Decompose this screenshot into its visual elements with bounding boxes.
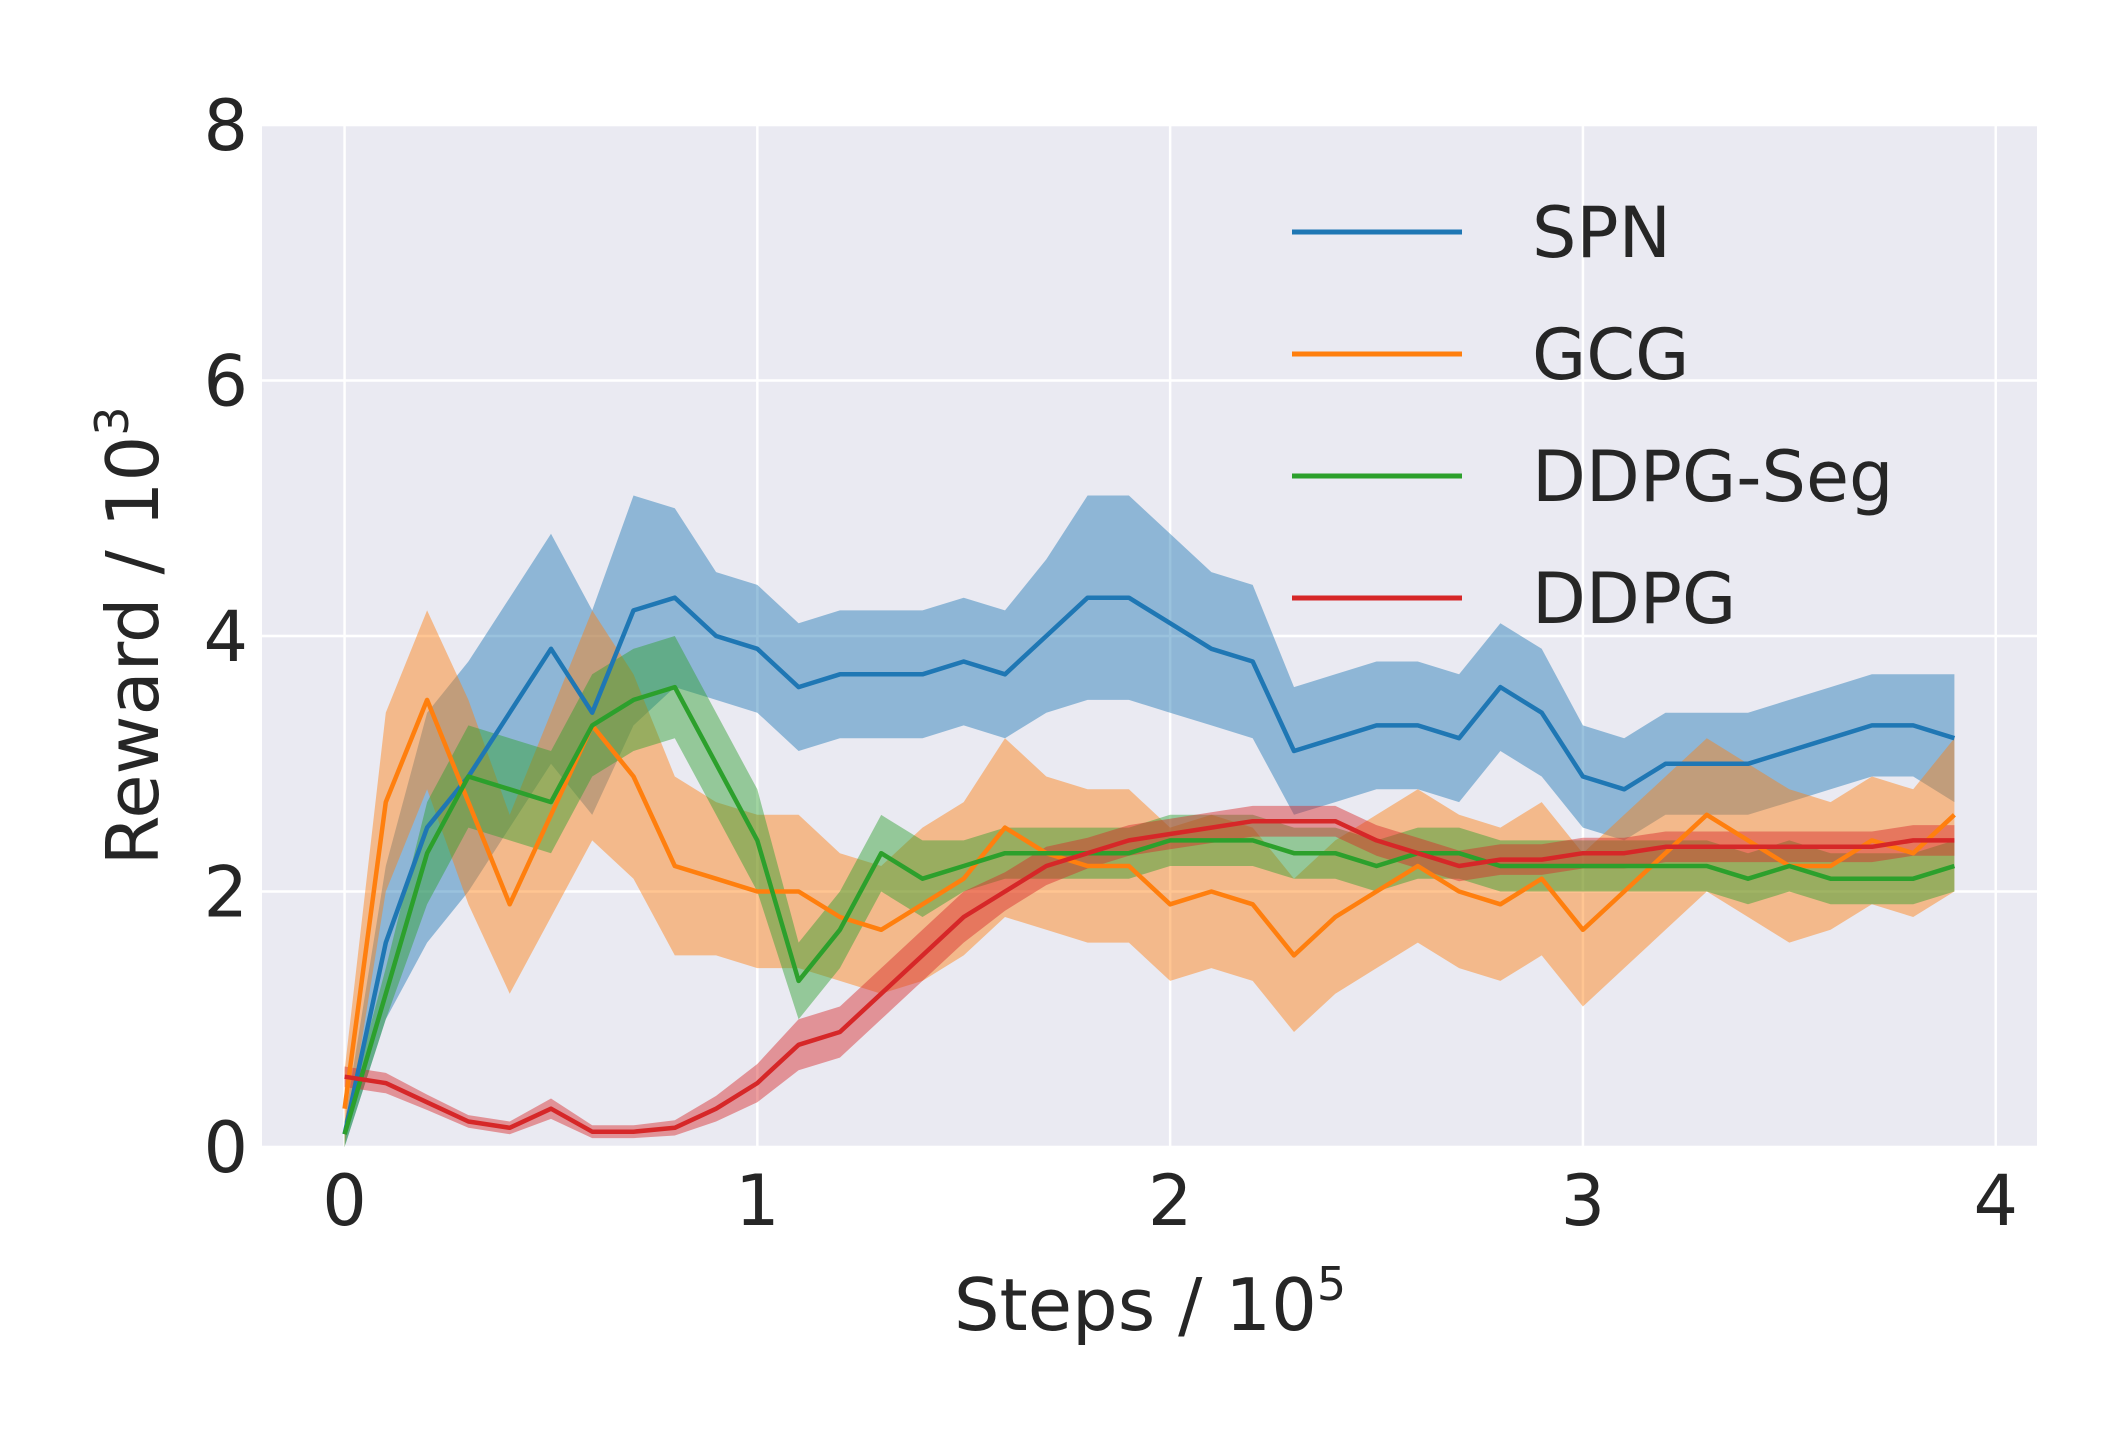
confidence-bands	[344, 495, 1955, 1147]
legend-label-spn: SPN	[1532, 192, 1671, 274]
line-ddpg	[344, 818, 1955, 1134]
legend-label-ddpg: DDPG	[1532, 558, 1736, 640]
band-ddpg-seg	[344, 636, 1955, 1147]
x-tick-label: 3	[1561, 1160, 1606, 1242]
x-tick-label: 1	[735, 1160, 780, 1242]
band-ddpg	[344, 805, 1955, 1139]
x-axis-title-exponent: 5	[1317, 1257, 1346, 1311]
legend-label-gcg: GCG	[1532, 314, 1689, 396]
x-tick-labels: 0 1 2 3 4	[322, 1160, 2018, 1242]
line-ddpg-seg	[342, 684, 1956, 1135]
x-axis-title: Steps / 105	[954, 1257, 1346, 1347]
legend-label-ddpg-seg: DDPG-Seg	[1532, 436, 1893, 518]
y-axis-title-text: Reward / 10	[91, 436, 175, 866]
series-lines	[342, 595, 1956, 1135]
y-tick-label: 8	[203, 85, 248, 167]
x-tick-label: 0	[322, 1160, 367, 1242]
line-spn	[342, 595, 1956, 1135]
x-axis-title-text: Steps / 10	[954, 1263, 1317, 1347]
x-tick-label: 2	[1148, 1160, 1193, 1242]
y-tick-labels: 0 2 4 6 8	[203, 85, 248, 1189]
grid	[262, 123, 2037, 1149]
y-tick-label: 4	[203, 596, 248, 678]
y-tick-label: 0	[203, 1107, 248, 1189]
y-axis-title: Reward / 103	[85, 406, 175, 865]
legend: SPN GCG DDPG-Seg DDPG	[1292, 192, 1893, 640]
x-tick-label: 4	[1973, 1160, 2018, 1242]
line-gcg	[342, 697, 1956, 1109]
y-tick-label: 2	[203, 852, 248, 934]
band-spn	[344, 495, 1955, 1147]
y-tick-label: 6	[203, 341, 248, 423]
band-gcg	[344, 610, 1955, 1147]
y-axis-title-exponent: 3	[85, 406, 139, 435]
